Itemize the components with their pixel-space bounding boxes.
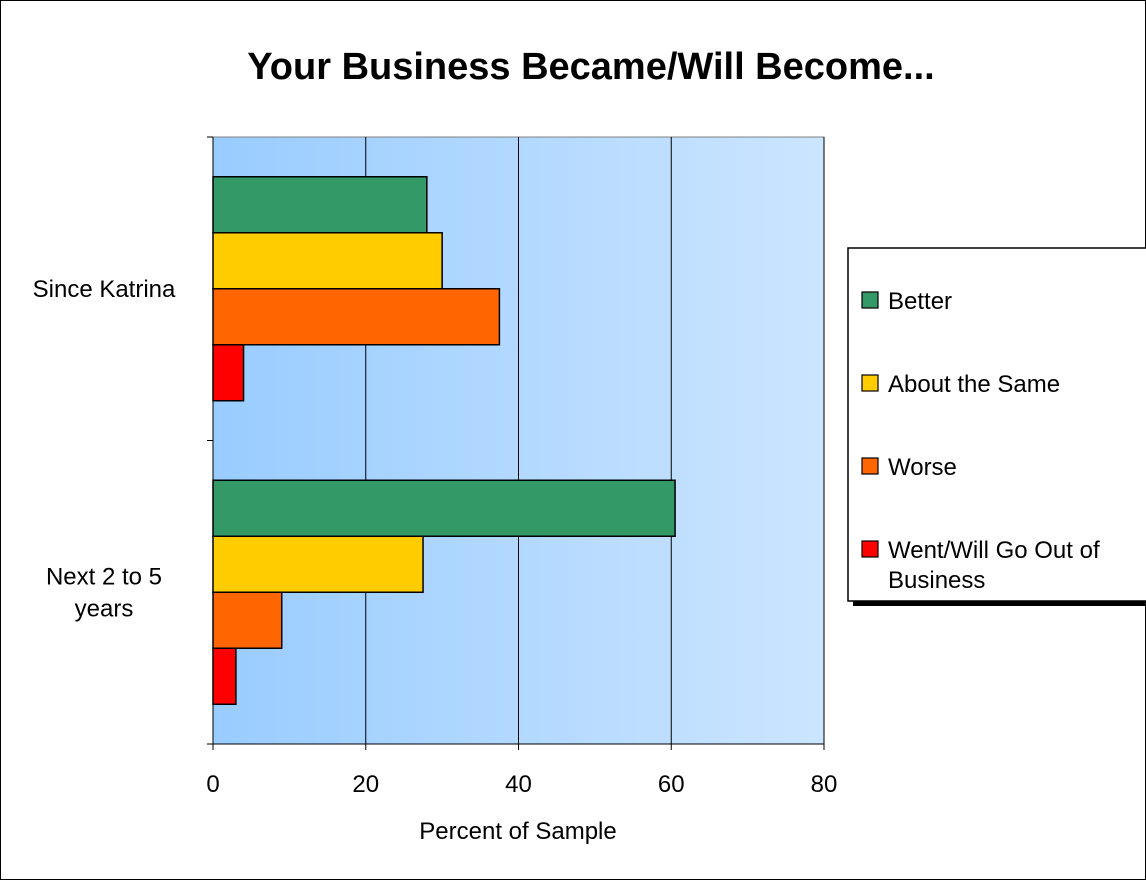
- legend-swatch: [861, 457, 879, 475]
- legend-swatch: [861, 540, 879, 558]
- category-label: Next 2 to 5 years: [46, 563, 162, 622]
- category-label: Since Katrina: [33, 276, 176, 303]
- chart-title: Your Business Became/Will Become...: [247, 46, 934, 88]
- legend-label: Worse: [888, 454, 957, 481]
- legend-swatch: [861, 291, 879, 309]
- x-tick-label: 0: [206, 771, 219, 798]
- legend-label: Went/Will Go Out of Business: [888, 537, 1100, 594]
- legend-label: About the Same: [888, 371, 1060, 398]
- bar: [212, 479, 676, 537]
- x-tick-label: 40: [505, 771, 532, 798]
- x-axis-label: Percent of Sample: [419, 818, 616, 845]
- x-tick-label: 20: [352, 771, 379, 798]
- legend: [847, 247, 1146, 602]
- x-tick-label: 80: [811, 771, 838, 798]
- legend-label: Better: [888, 288, 952, 315]
- legend-swatch: [861, 374, 879, 392]
- bar: [212, 591, 283, 649]
- bar: [212, 176, 428, 234]
- x-tick-label: 60: [658, 771, 685, 798]
- bar: [212, 288, 501, 346]
- bar: [212, 344, 245, 402]
- bar: [212, 535, 424, 593]
- bar: [212, 647, 237, 705]
- bar: [212, 232, 443, 290]
